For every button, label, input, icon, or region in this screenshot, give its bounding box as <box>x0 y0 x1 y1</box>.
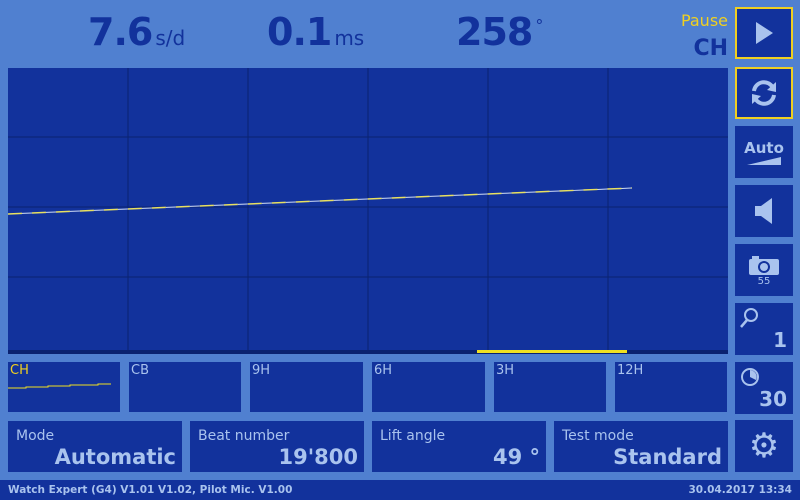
channel-trace <box>8 383 111 389</box>
channel-3h[interactable]: 3H <box>494 362 606 412</box>
channel-label: 12H <box>617 363 644 378</box>
refresh-icon <box>752 80 776 106</box>
channel-9h[interactable]: 9H <box>250 362 363 412</box>
beat-error-reading: 0.1 ms <box>267 10 364 54</box>
test-mode-label: Test mode <box>562 428 634 444</box>
beat-number-field[interactable]: Beat number 19'800 <box>190 421 364 472</box>
plot-grid <box>8 68 728 354</box>
trace-plot <box>8 68 728 354</box>
status-position: CH <box>693 36 728 61</box>
trace-line-alt <box>8 187 633 215</box>
lift-angle-value: 49 ° <box>492 445 540 469</box>
rate-unit: s/d <box>155 26 186 50</box>
amplitude-reading: 258 ° <box>456 10 543 54</box>
sound-button[interactable] <box>735 185 793 237</box>
settings-button[interactable]: ⚙ <box>735 420 793 472</box>
scroll-track <box>8 350 728 354</box>
footer: Watch Expert (G4) V1.01 V1.02, Pilot Mic… <box>0 480 800 500</box>
channel-6h[interactable]: 6H <box>372 362 485 412</box>
rate-reading: 7.6 s/d <box>88 10 185 54</box>
channel-ch[interactable]: CH <box>8 362 120 412</box>
test-mode-field[interactable]: Test mode Standard <box>554 421 728 472</box>
volume-ramp-icon <box>747 157 781 165</box>
auto-button[interactable]: Auto <box>735 126 793 178</box>
beat-error-unit: ms <box>334 26 365 50</box>
version-text: Watch Expert (G4) V1.01 V1.02, Pilot Mic… <box>8 484 293 496</box>
mode-label: Mode <box>16 428 55 444</box>
camera-count: 55 <box>757 275 771 287</box>
datetime-text: 30.04.2017 13:34 <box>688 484 792 496</box>
camera-icon <box>749 255 779 275</box>
gear-icon: ⚙ <box>748 426 780 466</box>
beat-number-label: Beat number <box>198 428 290 444</box>
trace-line <box>8 187 633 215</box>
channel-label: 3H <box>496 363 515 378</box>
play-button[interactable] <box>735 7 793 59</box>
channel-cb[interactable]: CB <box>129 362 241 412</box>
lift-angle-label: Lift angle <box>380 428 446 444</box>
channel-label: 9H <box>252 363 271 378</box>
rate-value: 7.6 <box>88 10 153 54</box>
beat-number-value: 19'800 <box>278 445 359 469</box>
test-mode-value: Standard <box>613 445 722 469</box>
timer-button[interactable]: 30 <box>735 362 793 414</box>
beat-error-value: 0.1 <box>267 10 332 54</box>
channel-12h[interactable]: 12H <box>615 362 727 412</box>
refresh-button[interactable] <box>735 67 793 119</box>
lift-angle-field[interactable]: Lift angle 49 ° <box>372 421 546 472</box>
scroll-indicator <box>477 350 627 353</box>
channel-label: CH <box>10 363 29 378</box>
zoom-level: 1 <box>773 328 787 352</box>
mode-value: Automatic <box>54 445 176 469</box>
speaker-icon <box>755 198 772 224</box>
auto-label: Auto <box>744 139 784 157</box>
zoom-button[interactable]: 1 <box>735 303 793 355</box>
timer-icon <box>741 368 759 386</box>
mode-field[interactable]: Mode Automatic <box>8 421 182 472</box>
play-icon <box>756 22 773 44</box>
amplitude-value: 258 <box>456 10 533 54</box>
channel-label: 6H <box>374 363 393 378</box>
channel-label: CB <box>131 363 149 378</box>
amplitude-unit: ° <box>535 16 544 35</box>
timer-value: 30 <box>759 387 787 411</box>
camera-button[interactable]: 55 <box>735 244 793 296</box>
status-state: Pause <box>680 11 728 30</box>
magnifier-icon <box>740 308 758 328</box>
